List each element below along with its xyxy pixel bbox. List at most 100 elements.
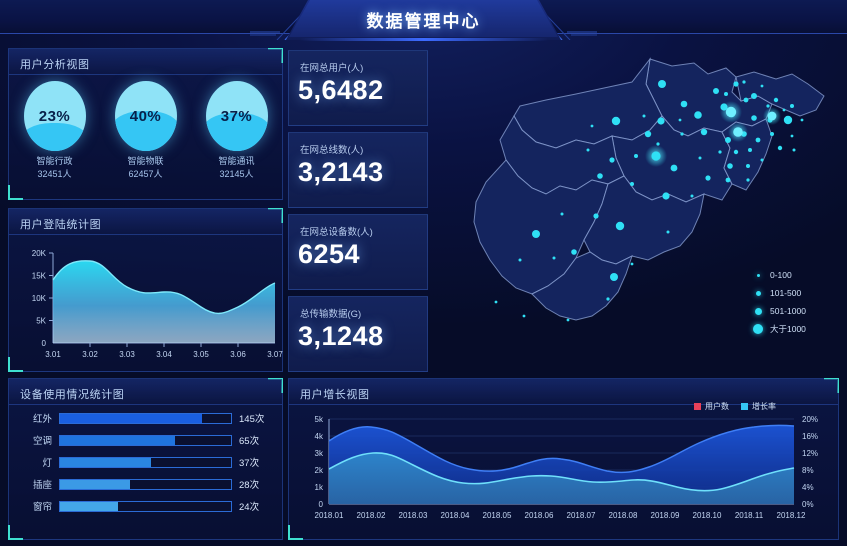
login-ytick-5k: 5K bbox=[36, 317, 46, 326]
panel-user-analysis: 用户分析视图 23% 智能行政 32451人 40% 智能物联 62457人 bbox=[8, 48, 283, 200]
growth-ytick-0pct: 0% bbox=[802, 500, 814, 509]
map-region-southcentral bbox=[531, 251, 633, 321]
device-bar-row[interactable]: 窗帘 24次 bbox=[9, 495, 282, 517]
device-bar-fill bbox=[60, 413, 202, 423]
map-region-northwest bbox=[513, 57, 663, 149]
login-area-fill bbox=[53, 260, 275, 343]
liquid-gauge-2: 37% bbox=[205, 81, 268, 151]
kpi-card-total-lines[interactable]: 在网总线数(人) 3,2143 bbox=[288, 132, 428, 208]
login-ytick-20k: 20K bbox=[32, 249, 47, 258]
login-ytick-0: 0 bbox=[42, 339, 47, 348]
kpi-card-total-data[interactable]: 总传输数据(G) 3,1248 bbox=[288, 296, 428, 372]
panel-title-user-analysis: 用户分析视图 bbox=[20, 59, 90, 71]
device-bar-track bbox=[59, 456, 232, 468]
liquid-percent-label: 23% bbox=[38, 107, 71, 125]
liquid-percent-label: 40% bbox=[129, 107, 162, 125]
login-xtick-5: 3.06 bbox=[230, 350, 246, 359]
kpi-label: 在网总线数(人) bbox=[300, 145, 364, 156]
map-svg[interactable] bbox=[436, 44, 843, 376]
device-name: 插座 bbox=[32, 480, 52, 491]
device-name: 窗帘 bbox=[32, 502, 52, 513]
device-bar-fill bbox=[60, 479, 131, 489]
device-value: 37次 bbox=[239, 458, 260, 469]
growth-xtick-9: 2018.10 bbox=[693, 511, 722, 520]
growth-xtick-8: 2018.09 bbox=[651, 511, 680, 520]
growth-legend-label: 用户数 bbox=[705, 402, 729, 411]
growth-ytick-8pct: 8% bbox=[802, 466, 814, 475]
legend-dot-icon bbox=[755, 290, 761, 296]
liquid-gauge-item[interactable]: 40% 智能物联 62457人 bbox=[109, 77, 183, 180]
map-scatter-points bbox=[494, 80, 804, 322]
device-bar-row[interactable]: 空调 65次 bbox=[9, 429, 282, 451]
growth-legend-item-users[interactable]: 用户数 bbox=[694, 401, 729, 412]
growth-ytick-5k: 5k bbox=[315, 415, 324, 424]
map-legend-item: 501-1000 bbox=[746, 302, 806, 320]
device-bar-row[interactable]: 插座 28次 bbox=[9, 473, 282, 495]
kpi-card-total-devices[interactable]: 在网总设备数(人) 6254 bbox=[288, 214, 428, 290]
kpi-value: 6254 bbox=[298, 239, 361, 269]
panel-device-usage: 设备使用情况统计图 红外 145次 空调 65次 灯 bbox=[8, 378, 283, 540]
liquid-gauge-item[interactable]: 23% 智能行政 32451人 bbox=[18, 77, 92, 180]
liquid-wave bbox=[114, 111, 177, 151]
login-xtick-6: 3.07 bbox=[267, 350, 283, 359]
map-legend-item: 101-500 bbox=[746, 284, 806, 302]
device-value: 145次 bbox=[239, 414, 265, 425]
device-bar-row[interactable]: 灯 37次 bbox=[9, 451, 282, 473]
growth-xtick-11: 2018.12 bbox=[777, 511, 806, 520]
legend-swatch-users bbox=[694, 403, 701, 410]
device-bar-row[interactable]: 红外 145次 bbox=[9, 407, 282, 429]
region-map[interactable]: 0-100 101-500 501-1000 大于1000 bbox=[436, 44, 843, 376]
growth-ytick-left: 5k 4k 3k 2k 1k 0 bbox=[315, 415, 324, 509]
liquid-gauge-label: 智能物联 bbox=[127, 156, 164, 166]
legend-label: 501-1000 bbox=[770, 306, 806, 316]
panel-title-login-stats: 用户登陆统计图 bbox=[20, 219, 102, 231]
header-underline bbox=[300, 38, 548, 41]
kpi-value: 5,6482 bbox=[298, 75, 384, 105]
growth-xtick-10: 2018.11 bbox=[735, 511, 764, 520]
login-xtick-0: 3.01 bbox=[45, 350, 61, 359]
growth-ytick-4k: 4k bbox=[315, 432, 324, 441]
kpi-value: 3,1248 bbox=[298, 321, 384, 351]
map-regions bbox=[473, 57, 825, 321]
login-ytick-15k: 15K bbox=[32, 272, 47, 281]
liquid-gauge-item[interactable]: 37% 智能通讯 32145人 bbox=[200, 77, 274, 180]
panel-title-device-usage: 设备使用情况统计图 bbox=[20, 389, 125, 401]
legend-label: 101-500 bbox=[770, 288, 802, 298]
device-name: 红外 bbox=[32, 414, 52, 425]
growth-xtick-0: 2018.01 bbox=[315, 511, 344, 520]
device-value: 28次 bbox=[239, 480, 260, 491]
liquid-gauge-count: 62457人 bbox=[128, 169, 163, 180]
login-ytick-10k: 10K bbox=[32, 294, 47, 303]
legend-dot-cell bbox=[746, 307, 770, 315]
header-banner-inner bbox=[289, 0, 558, 37]
login-xtick-1: 3.02 bbox=[82, 350, 98, 359]
legend-dot-icon bbox=[754, 307, 762, 315]
login-area-chart[interactable]: 20K 15K 10K 5K 0 3.01 3.02 3.03 3.04 3.0… bbox=[9, 235, 284, 373]
legend-swatch-rate bbox=[741, 403, 748, 410]
growth-legend-item-rate[interactable]: 增长率 bbox=[741, 401, 776, 412]
kpi-label: 在网总用户(人) bbox=[300, 63, 364, 74]
device-bar-track bbox=[59, 412, 232, 424]
kpi-card-total-users[interactable]: 在网总用户(人) 5,6482 bbox=[288, 50, 428, 126]
device-bar-track bbox=[59, 434, 232, 446]
growth-area-chart[interactable]: 5k 4k 3k 2k 1k 0 20% 16% 12% 8% 4% 0% bbox=[289, 403, 840, 541]
liquid-gauge-count: 32451人 bbox=[37, 169, 72, 180]
growth-ytick-1k: 1k bbox=[315, 483, 324, 492]
page-title: 数据管理中心 bbox=[366, 11, 481, 31]
kpi-label: 总传输数据(G) bbox=[300, 309, 362, 320]
growth-xtick-3: 2018.04 bbox=[441, 511, 470, 520]
map-hotspot-glow bbox=[645, 101, 781, 167]
growth-ytick-20pct: 20% bbox=[802, 415, 818, 424]
growth-ytick-4pct: 4% bbox=[802, 483, 814, 492]
growth-legend[interactable]: 用户数 增长率 bbox=[694, 401, 776, 412]
device-bar-track bbox=[59, 478, 232, 490]
liquid-percent-label: 37% bbox=[220, 107, 253, 125]
login-xtick-2: 3.03 bbox=[119, 350, 135, 359]
device-name: 灯 bbox=[42, 458, 52, 469]
login-x-ticks: 3.01 3.02 3.03 3.04 3.05 3.06 3.07 bbox=[45, 343, 283, 359]
legend-dot-icon bbox=[756, 273, 760, 277]
growth-legend-label: 增长率 bbox=[752, 402, 776, 411]
legend-dot-cell bbox=[746, 273, 770, 277]
panel-user-growth: 用户增长视图 用户数 增长率 bbox=[288, 378, 839, 540]
map-legend-item: 大于1000 bbox=[746, 320, 806, 338]
